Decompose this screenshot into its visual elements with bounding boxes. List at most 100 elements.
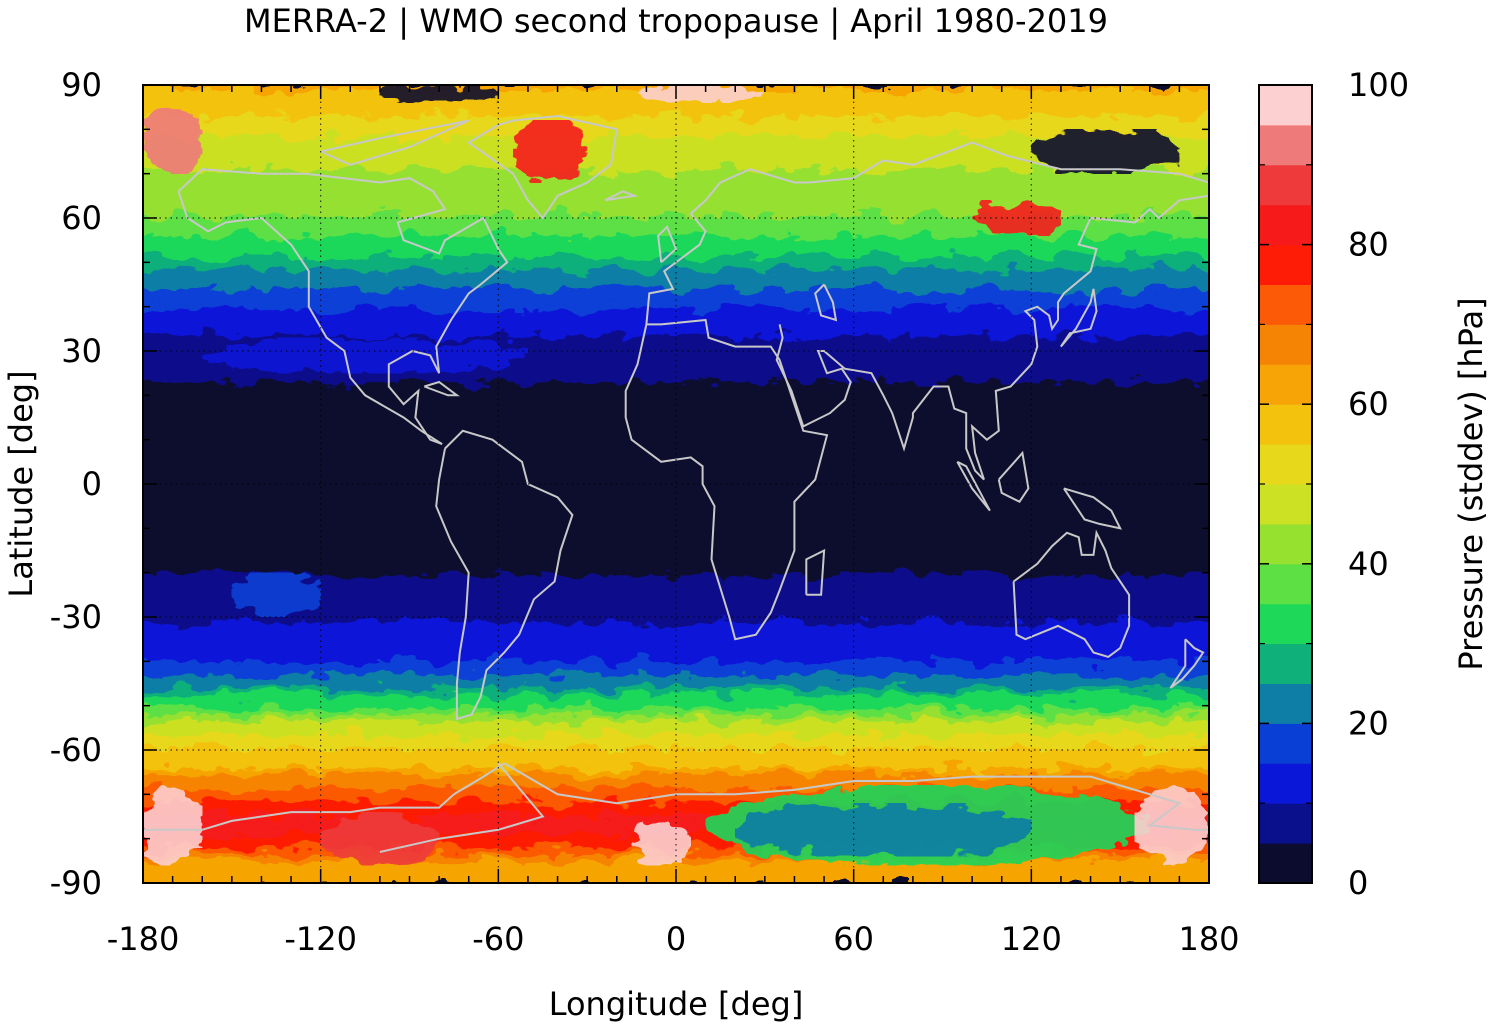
zonal-band — [143, 156, 1209, 167]
zonal-band — [143, 275, 1209, 287]
coastline — [503, 762, 1209, 831]
zonal-band — [143, 807, 1209, 819]
zonal-band — [143, 249, 1209, 260]
coastline — [320, 119, 470, 166]
coastline — [1012, 529, 1131, 659]
zonal-band — [143, 309, 1209, 320]
x-axis-ticks: -180 -120 -60 0 60 120 180 — [107, 920, 1240, 958]
coastline — [604, 190, 639, 202]
zonal-band — [143, 794, 1209, 806]
heatmap-feature — [735, 803, 1032, 857]
zonal-band — [143, 408, 1209, 420]
x-tick-label: 180 — [1178, 920, 1239, 958]
zonal-band — [143, 375, 1209, 387]
zonal-band — [143, 501, 1209, 513]
x-tick-label: 60 — [833, 920, 874, 958]
zonal-band — [143, 528, 1209, 540]
colorbar-segment — [1259, 85, 1312, 126]
coastline — [645, 141, 1209, 325]
colorbar-tick-label: 100 — [1348, 66, 1409, 104]
colorbar-segment — [1259, 204, 1312, 246]
zonal-band — [143, 142, 1209, 154]
x-tick-label: 0 — [666, 920, 686, 958]
grid-lines — [143, 85, 1209, 883]
heatmap-feature — [202, 337, 528, 374]
zonal-band — [143, 428, 1209, 440]
y-axis-ticks: 90 60 30 0 -30 -60 -90 — [50, 66, 102, 902]
zonal-band — [143, 774, 1209, 786]
zonal-band — [143, 202, 1209, 214]
coastline — [1063, 487, 1123, 530]
zonal-band — [143, 462, 1209, 473]
coastline — [956, 460, 991, 512]
heatmap-feature — [1134, 785, 1209, 866]
heatmap-feature — [972, 200, 1061, 236]
colorbar-segment — [1259, 324, 1312, 365]
y-tick-label: 90 — [61, 66, 102, 104]
x-tick-label: 120 — [1001, 920, 1062, 958]
zonal-band — [143, 615, 1209, 626]
y-tick-label: 30 — [61, 332, 102, 370]
colorbar-segment — [1259, 444, 1312, 485]
zonal-band — [143, 189, 1209, 201]
zonal-band — [143, 282, 1209, 294]
zonal-band — [143, 621, 1209, 633]
zonal-band — [143, 588, 1209, 600]
zonal-band — [143, 442, 1209, 453]
colorbar-segment — [1259, 603, 1312, 645]
zonal-band — [143, 741, 1209, 752]
zonal-band — [143, 216, 1209, 227]
zonal-band — [143, 362, 1209, 373]
zonal-band — [143, 368, 1209, 380]
zonal-band — [143, 681, 1209, 693]
zonal-band — [143, 455, 1209, 467]
coastline — [775, 194, 1209, 481]
coastline — [1060, 288, 1098, 348]
colorbar-segment — [1259, 244, 1312, 285]
colorbar-segment — [1259, 683, 1312, 724]
coastline — [657, 225, 678, 264]
minor-ticks — [142, 84, 1210, 884]
zonal-band — [143, 595, 1209, 606]
zonal-band — [143, 122, 1209, 134]
zonal-band — [143, 688, 1209, 699]
zonal-band — [143, 395, 1209, 407]
colorbar-segment — [1259, 763, 1312, 804]
coastline — [143, 762, 505, 831]
coastline — [624, 318, 829, 641]
zonal-band — [143, 468, 1209, 480]
zonal-band — [143, 149, 1209, 161]
zonal-band — [143, 495, 1209, 506]
colorbar-segment — [1259, 124, 1312, 166]
zonal-band — [143, 721, 1209, 733]
zonal-band — [143, 748, 1209, 759]
coastline — [466, 114, 618, 220]
colorbar-segment — [1259, 284, 1312, 325]
zonal-band — [143, 302, 1209, 314]
x-axis-label: Longitude [deg] — [549, 985, 804, 1023]
zonal-band — [143, 435, 1209, 447]
colorbar-ticks: 100 80 60 40 20 0 — [1259, 66, 1409, 902]
colorbar-segment — [1259, 523, 1312, 565]
zonal-band — [143, 329, 1209, 340]
colorbar-label: Pressure (stddev) [hPa] — [1452, 297, 1490, 670]
zonal-band — [143, 694, 1209, 706]
heatmap-feature — [231, 572, 321, 617]
heatmap-feature — [631, 85, 765, 103]
zonal-band — [143, 488, 1209, 500]
zonal-band — [143, 182, 1209, 194]
heatmap-feature — [143, 107, 203, 174]
zonal-band — [143, 176, 1209, 187]
coastlines — [143, 114, 1209, 853]
colorbar — [1259, 85, 1312, 884]
x-tick-label: -120 — [284, 920, 357, 958]
zonal-band — [143, 661, 1209, 673]
zonal-band — [143, 568, 1209, 580]
colorbar-segment — [1259, 404, 1312, 445]
zonal-band — [143, 109, 1209, 121]
zonal-band — [143, 235, 1209, 247]
zonal-band — [143, 475, 1209, 486]
zonal-band — [143, 222, 1209, 234]
coastline — [997, 450, 1030, 503]
